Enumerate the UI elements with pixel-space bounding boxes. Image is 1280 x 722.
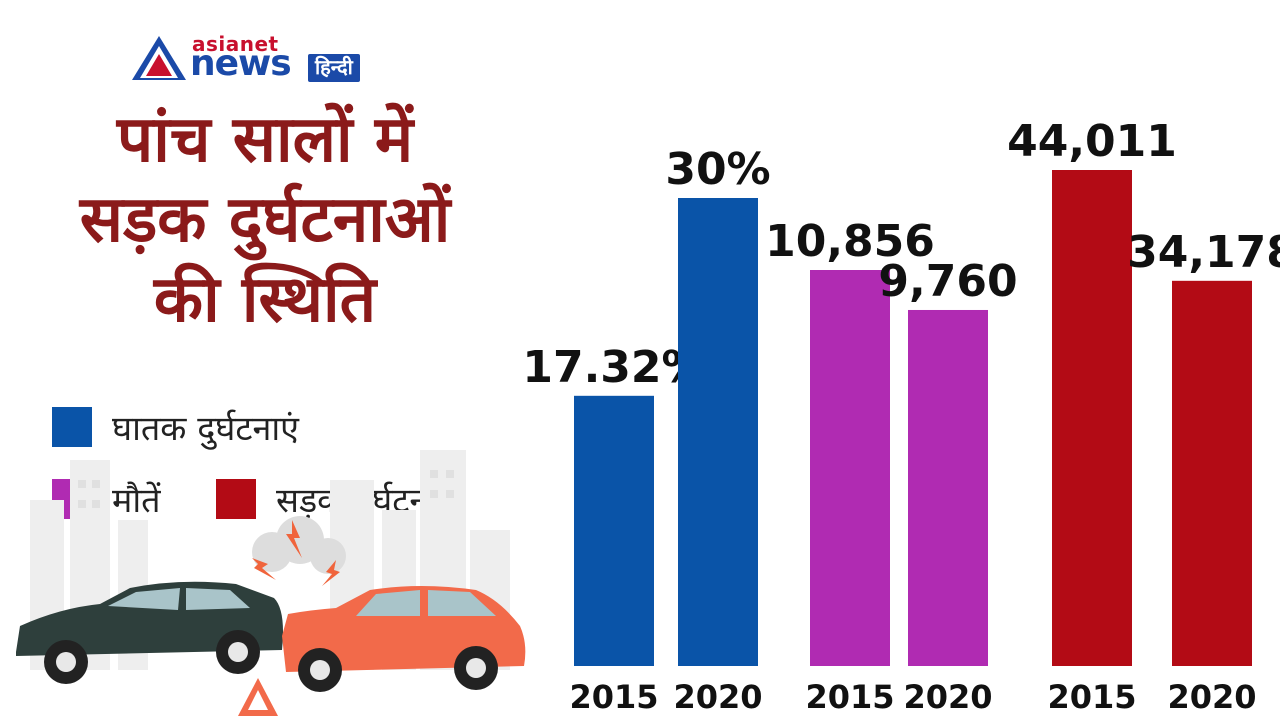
bar-series-0-2015	[574, 395, 654, 666]
data-label: 10,856	[765, 216, 935, 267]
x-tick-label: 2020	[1167, 678, 1256, 716]
data-label: 34,178	[1127, 227, 1280, 278]
bar-series-1-2015	[810, 270, 890, 666]
data-label: 30%	[665, 144, 770, 195]
x-tick-label: 2015	[1047, 678, 1136, 716]
spark-icon	[252, 520, 340, 586]
x-tick-label: 2020	[673, 678, 762, 716]
title-line-2: सड़क दुर्घटनाओं	[79, 183, 451, 257]
data-label: 17.32%	[522, 342, 705, 393]
x-tick-label: 2020	[903, 678, 992, 716]
bar-series-2-2020	[1172, 280, 1252, 666]
x-tick-label: 2015	[805, 678, 894, 716]
asianet-news-logo: asianet news हिन्दी	[130, 32, 390, 86]
page-title: पांच सालों में सड़क दुर्घटनाओं की स्थिति	[30, 100, 500, 340]
data-label: 9,760	[878, 256, 1017, 307]
legend-label: घातक दुर्घटनाएं	[112, 409, 299, 449]
title-line-3: की स्थिति	[153, 263, 377, 337]
title-line-1: पांच सालों में	[116, 103, 414, 177]
bar-series-0-2020	[678, 198, 758, 666]
logo-asianet-text: asianet	[192, 32, 279, 56]
legend-swatch-red	[216, 479, 256, 519]
logo-triangle-icon	[132, 36, 186, 80]
data-label: 44,011	[1007, 116, 1177, 167]
x-tick-label: 2015	[569, 678, 658, 716]
dark-car	[16, 581, 283, 684]
legend-item-fatal-accidents: घातक दुर्घटनाएं	[52, 404, 299, 450]
orange-car	[282, 586, 526, 692]
legend-swatch-blue	[52, 407, 92, 447]
bar-series-1-2020	[908, 309, 988, 666]
warning-triangle-icon	[238, 678, 278, 716]
logo-news-text: news	[190, 43, 292, 84]
legend-label: मौतें	[112, 481, 161, 521]
bar-series-2-2015	[1052, 170, 1132, 666]
car-crash-illustration	[16, 450, 526, 716]
logo-hindi-tag: हिन्दी	[308, 54, 360, 82]
